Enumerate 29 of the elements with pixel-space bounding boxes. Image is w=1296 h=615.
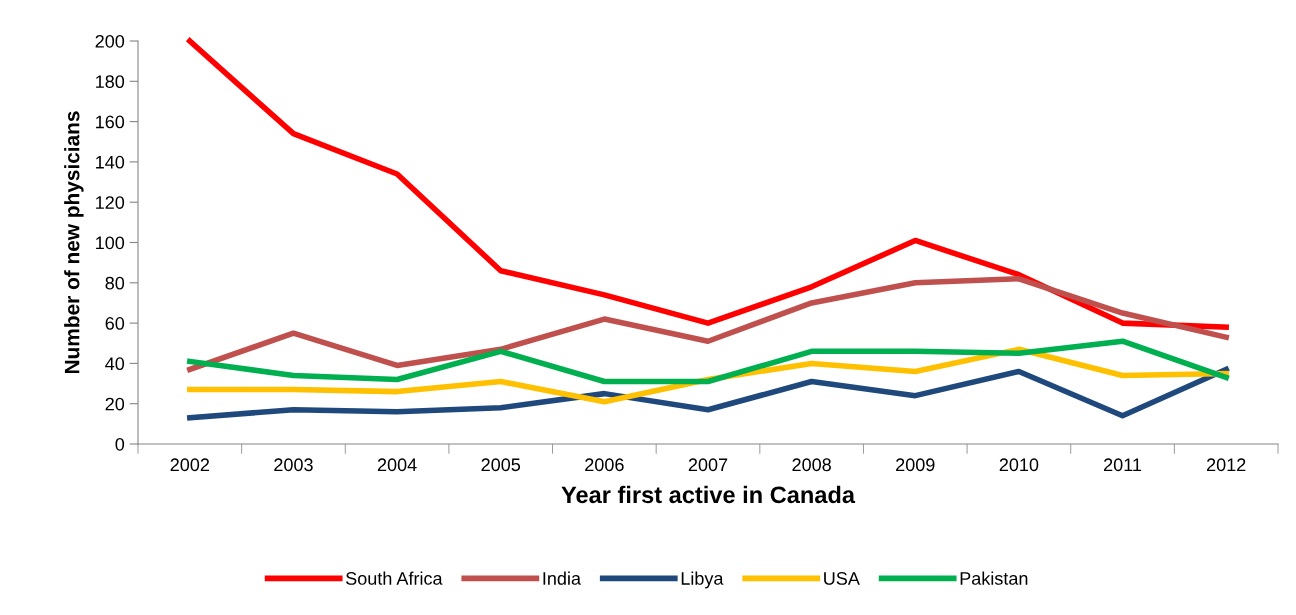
- x-tick-label: 2005: [481, 458, 521, 472]
- x-tick-label: 2008: [792, 458, 831, 472]
- y-axis-title: Number of new physicians: [64, 111, 84, 374]
- y-tick-label: 120: [96, 196, 125, 209]
- y-tick-label: 180: [96, 75, 125, 89]
- x-axis-title: Year first active in Canada: [561, 485, 856, 504]
- x-tick-label: 2006: [585, 458, 624, 472]
- x-tick-label: 2010: [999, 458, 1039, 472]
- y-tick-label: 100: [96, 236, 125, 250]
- x-tick-label: 2003: [274, 458, 313, 472]
- x-tick-label: 2002: [170, 458, 209, 472]
- y-tick-label: 20: [105, 397, 125, 411]
- y-tick-label: 60: [105, 317, 125, 330]
- y-tick-label: 80: [105, 276, 125, 290]
- legend-label: Pakistan: [960, 571, 1028, 585]
- y-tick-label: 160: [96, 115, 125, 129]
- y-tick-label: 200: [95, 34, 125, 48]
- x-tick-label: 2007: [688, 458, 728, 472]
- legend-label: USA: [824, 572, 860, 585]
- legend-label: Libya: [681, 571, 724, 589]
- legend-label: India: [543, 571, 581, 585]
- legend-label: South Africa: [346, 571, 443, 585]
- x-tick-label: 2012: [1207, 458, 1246, 472]
- x-tick-label: 2009: [896, 458, 935, 472]
- x-tick-label: 2011: [1104, 458, 1142, 472]
- x-tick-label: 2004: [377, 458, 417, 472]
- y-tick-label: 40: [105, 357, 125, 371]
- y-tick-label: 0: [115, 437, 125, 451]
- y-tick-label: 140: [96, 155, 125, 169]
